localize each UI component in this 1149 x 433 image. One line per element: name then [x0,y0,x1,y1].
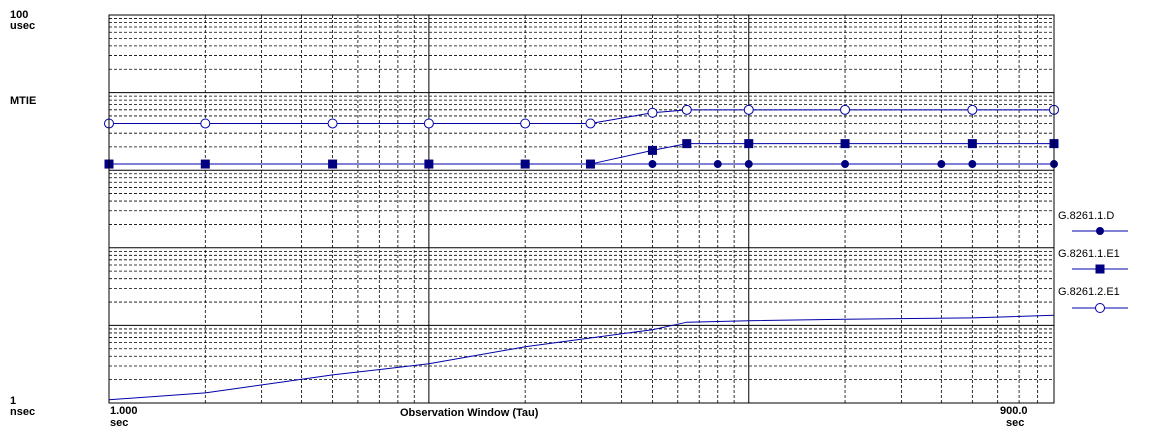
x-right-unit: sec [1006,418,1024,429]
series-point-1-4 [521,160,530,169]
series-point-2-8 [744,105,753,114]
y-bottom-unit: nsec [10,407,35,418]
series-point-0-8 [745,160,753,168]
series-point-2-3 [424,119,433,128]
series-point-2-7 [682,105,691,114]
series-point-1-2 [328,160,337,169]
series-point-2-9 [841,105,850,114]
legend-label-g8261-1-e1: G.8261.1.E1 [1058,248,1120,260]
legend-marker-0 [1096,227,1104,235]
series-point-0-10 [937,160,945,168]
series-point-1-10 [968,139,977,148]
series-point-2-4 [521,119,530,128]
x-left-value: 1.000 [110,406,138,417]
legend-marker-1 [1096,265,1105,274]
x-left-unit: sec [110,418,128,429]
y-top-unit: usec [10,21,35,32]
series-point-2-2 [328,119,337,128]
series-point-0-7 [714,160,722,168]
legend-label-g8261-1-d: G.8261.1.D [1058,210,1114,222]
series-point-0-9 [841,160,849,168]
x-right-value: 900.0 [1000,406,1028,417]
series-point-1-9 [841,139,850,148]
series-point-2-10 [968,105,977,114]
series-point-2-1 [201,119,210,128]
y-axis-label: MTIE [10,96,36,107]
series-point-1-3 [424,160,433,169]
series-point-2-6 [648,108,657,117]
series-point-0-6 [648,160,656,168]
series-point-1-7 [682,139,691,148]
series-point-1-5 [586,160,595,169]
series-point-0-11 [968,160,976,168]
series-point-2-5 [586,119,595,128]
series-point-1-8 [744,139,753,148]
legend-marker-2 [1096,304,1105,313]
series-point-1-1 [201,160,210,169]
x-axis-label: Observation Window (Tau) [400,408,538,419]
legend-label-g8261-2-e1: G.8261.2.E1 [1058,286,1120,298]
series-point-1-6 [648,146,657,155]
